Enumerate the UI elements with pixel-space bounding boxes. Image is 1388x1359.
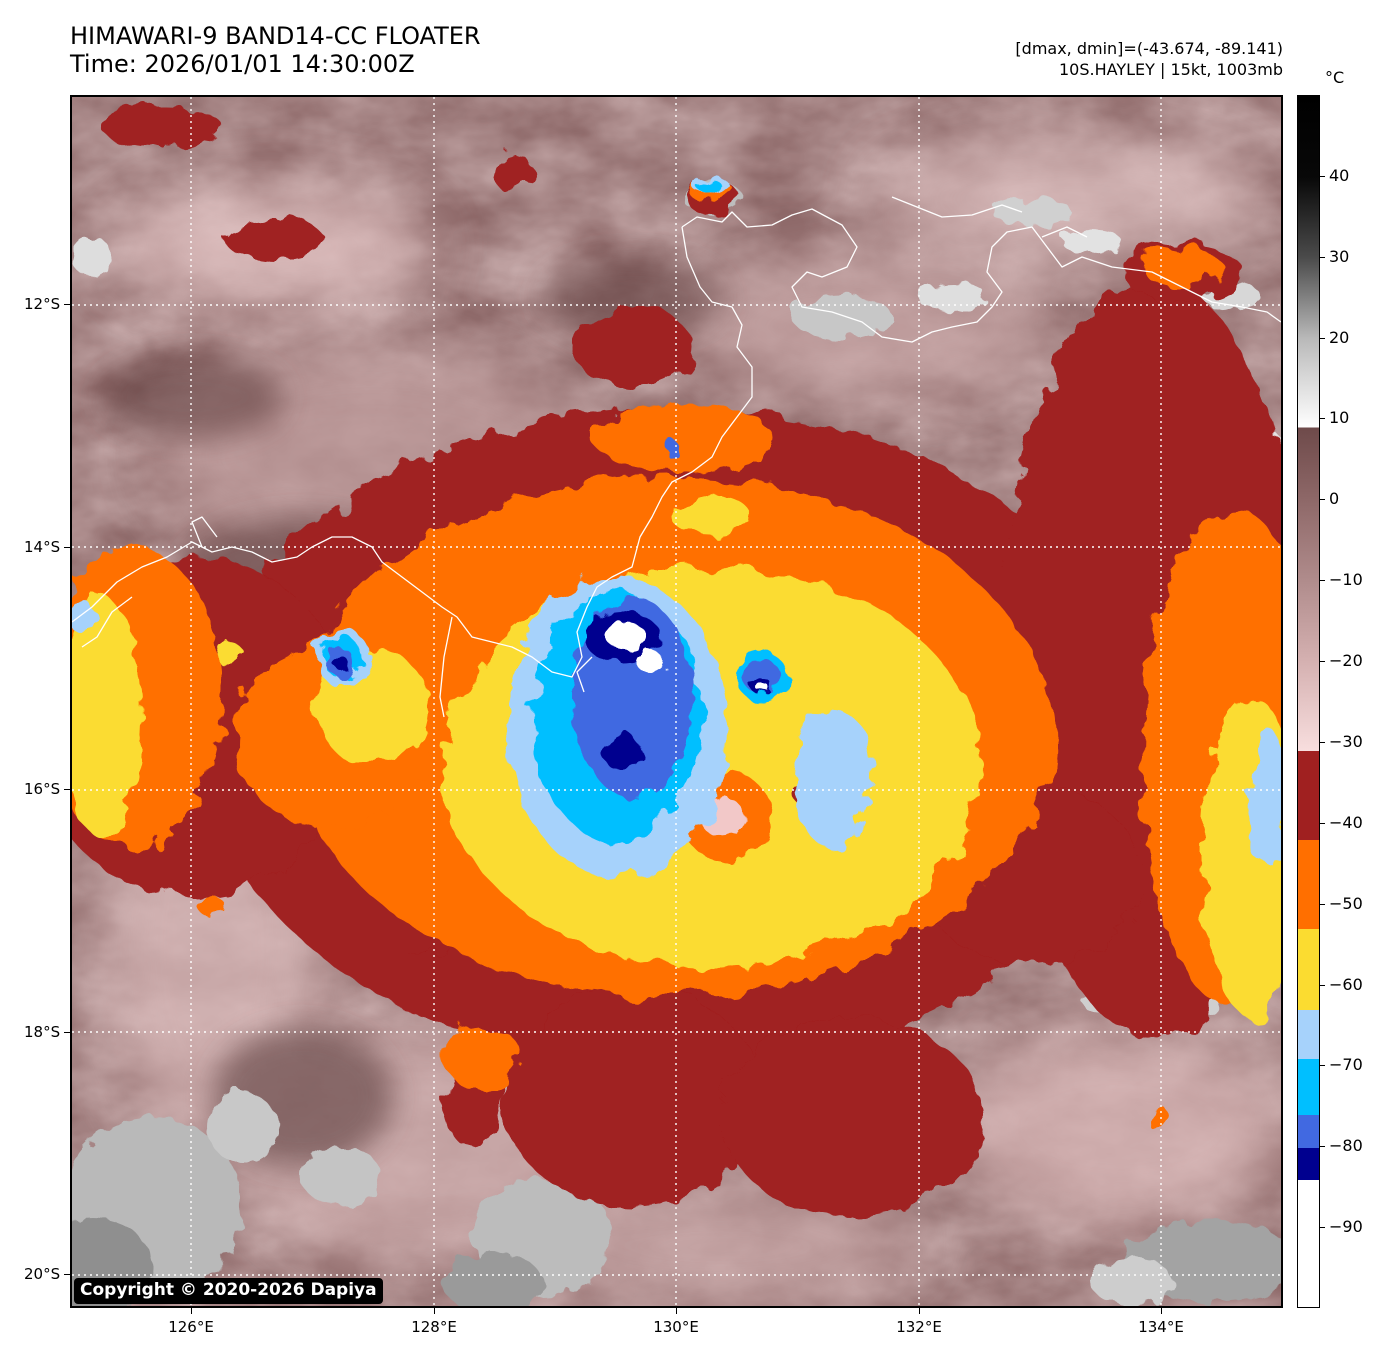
- lat-tick-label: 20°S: [24, 1265, 61, 1283]
- colorbar-tick-label: −60: [1329, 974, 1363, 994]
- colorbar-tick-label: −90: [1329, 1217, 1363, 1237]
- colorbar-tick-mark: [1320, 1146, 1325, 1148]
- colorbar-tick-mark: [1320, 175, 1325, 177]
- lat-tick-mark: [64, 789, 70, 790]
- satellite-imagery: [72, 97, 1281, 1306]
- coastlines: [72, 196, 1281, 718]
- lat-tick-label: 18°S: [24, 1023, 61, 1041]
- colorbar-band: [1298, 839, 1319, 930]
- lon-tick-mark: [434, 1308, 435, 1314]
- colorbar-tick-mark: [1320, 499, 1325, 501]
- lon-tick-label: 130°E: [653, 1318, 699, 1336]
- lon-tick-label: 126°E: [168, 1318, 214, 1336]
- cloud-top-coldest: [607, 623, 770, 694]
- colorbar-tick-mark: [1320, 1227, 1325, 1229]
- colorbar-tick-mark: [1320, 1065, 1325, 1067]
- chart-title: HIMAWARI-9 BAND14-CC FLOATER Time: 2026/…: [70, 22, 481, 78]
- colorbar-tick-label: −40: [1329, 812, 1363, 832]
- colorbar-tick-mark: [1320, 256, 1325, 258]
- lat-tick-mark: [64, 547, 70, 548]
- colorbar-band: [1298, 1179, 1319, 1307]
- lat-tick-mark: [64, 1274, 70, 1275]
- lon-tick-mark: [676, 1308, 677, 1314]
- lon-tick-label: 132°E: [896, 1318, 942, 1336]
- colorbar-band: [1298, 1009, 1319, 1059]
- colorbar-tick-mark: [1320, 418, 1325, 420]
- colorbar-tick-label: −20: [1329, 651, 1363, 671]
- storm-info: [dmax, dmin]=(-43.674, -89.141) 10S.HAYL…: [1015, 38, 1283, 80]
- temperature-range-text: [dmax, dmin]=(-43.674, -89.141): [1015, 39, 1283, 58]
- colorbar-tick-mark: [1320, 661, 1325, 663]
- colorbar-tick-label: 20: [1329, 327, 1350, 347]
- colorbar-gradient: [1298, 96, 1319, 752]
- colorbar-tick-mark: [1320, 337, 1325, 339]
- colorbar-tick-mark: [1320, 741, 1325, 743]
- satellite-map[interactable]: Copyright © 2020-2026 Dapiya: [70, 95, 1283, 1308]
- colorbar-tick-label: 10: [1329, 408, 1350, 428]
- storm-summary-text: 10S.HAYLEY | 15kt, 1003mb: [1059, 60, 1283, 79]
- title-line-2: Time: 2026/01/01 14:30:00Z: [70, 50, 415, 78]
- lon-tick-label: 134°E: [1138, 1318, 1184, 1336]
- lat-tick-mark: [64, 304, 70, 305]
- colorbar-band: [1298, 1114, 1319, 1148]
- copyright-badge: Copyright © 2020-2026 Dapiya: [74, 1278, 383, 1304]
- colorbar-tick-label: 40: [1329, 165, 1350, 185]
- lat-tick-label: 16°S: [24, 780, 61, 798]
- lon-tick-mark: [191, 1308, 192, 1314]
- colorbar-tick-label: −30: [1329, 731, 1363, 751]
- colorbar-band: [1298, 1147, 1319, 1181]
- lat-tick-mark: [64, 1032, 70, 1033]
- colorbar-tick-mark: [1320, 822, 1325, 824]
- colorbar-tick-label: −70: [1329, 1055, 1363, 1075]
- colorbar-tick-label: −10: [1329, 570, 1363, 590]
- lat-tick-label: 14°S: [24, 538, 61, 556]
- colorbar-band: [1298, 928, 1319, 1011]
- colorbar-tick-label: −80: [1329, 1136, 1363, 1156]
- colorbar-tick-mark: [1320, 984, 1325, 986]
- lon-tick-label: 128°E: [411, 1318, 457, 1336]
- colorbar-tick-mark: [1320, 580, 1325, 582]
- colorbar-band: [1298, 1058, 1319, 1116]
- colorbar-tick-label: 30: [1329, 246, 1350, 266]
- colorbar-tick-mark: [1320, 903, 1325, 905]
- temperature-colorbar: [1297, 95, 1320, 1308]
- colorbar-tick-label: 0: [1329, 489, 1340, 509]
- title-line-1: HIMAWARI-9 BAND14-CC FLOATER: [70, 22, 481, 50]
- colorbar-band: [1298, 751, 1319, 841]
- lon-tick-mark: [1161, 1308, 1162, 1314]
- colorbar-tick-label: −50: [1329, 893, 1363, 913]
- lat-tick-label: 12°S: [24, 295, 61, 313]
- lon-tick-mark: [919, 1308, 920, 1314]
- colorbar-unit: °C: [1325, 68, 1345, 87]
